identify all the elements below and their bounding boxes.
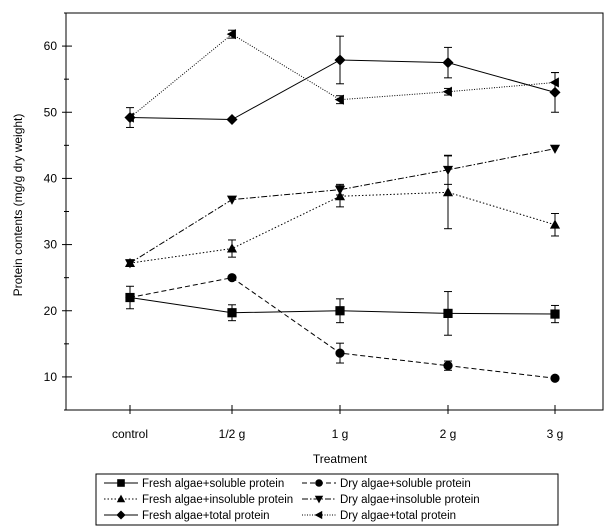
data-point bbox=[226, 195, 238, 205]
x-tick-label: 1/2 g bbox=[219, 427, 246, 441]
data-point bbox=[227, 273, 237, 283]
data-point bbox=[334, 185, 346, 195]
legend-label: Fresh algae+insoluble protein bbox=[142, 494, 293, 506]
legend-swatch-marker bbox=[116, 494, 126, 503]
x-tick-label: 2 g bbox=[440, 427, 457, 441]
data-point bbox=[550, 373, 560, 383]
y-axis-label: Protein contents (mg/g dry weight) bbox=[11, 114, 25, 297]
data-point bbox=[226, 243, 238, 253]
series-line bbox=[129, 33, 556, 118]
series-line bbox=[129, 148, 556, 264]
data-point bbox=[124, 259, 136, 269]
y-tick-label: 60 bbox=[44, 39, 58, 53]
legend-label: Fresh algae+soluble protein bbox=[142, 478, 284, 490]
data-point bbox=[549, 219, 561, 229]
x-axis-label: Treatment bbox=[313, 452, 368, 466]
data-point bbox=[226, 29, 236, 40]
data-point bbox=[549, 77, 559, 88]
x-tick-label: control bbox=[112, 427, 148, 441]
data-point bbox=[334, 54, 346, 66]
legend-label: Dry algae+total protein bbox=[340, 510, 456, 522]
data-point bbox=[443, 361, 453, 371]
y-tick-label: 30 bbox=[44, 238, 58, 252]
data-point bbox=[226, 114, 238, 126]
data-point bbox=[335, 306, 345, 316]
legend-label: Dry algae+soluble protein bbox=[340, 478, 471, 490]
series-line bbox=[129, 59, 556, 121]
data-point bbox=[442, 86, 452, 97]
data-point bbox=[550, 309, 560, 319]
data-point bbox=[334, 94, 344, 105]
data-point bbox=[125, 292, 135, 303]
y-tick-label: 40 bbox=[44, 171, 58, 185]
data-point bbox=[442, 165, 454, 176]
data-markers bbox=[124, 29, 561, 383]
data-point bbox=[443, 308, 453, 318]
error-bars bbox=[126, 29, 559, 371]
legend-swatch-marker bbox=[314, 495, 324, 504]
legend-swatch-marker bbox=[116, 510, 126, 520]
data-point bbox=[549, 86, 561, 98]
data-point bbox=[442, 57, 454, 69]
legend-swatch-marker bbox=[314, 510, 323, 520]
legend-swatch-marker bbox=[117, 479, 125, 487]
axes: 10 20 30 40 50 60 control 1/2 g 1 g 2 g 3 g bbox=[44, 12, 604, 441]
data-point bbox=[335, 348, 345, 358]
plot-frame bbox=[65, 12, 604, 411]
x-tick-label: 3 g bbox=[547, 427, 564, 441]
data-point bbox=[227, 308, 237, 318]
y-tick-label: 20 bbox=[44, 304, 58, 318]
legend-swatch-marker bbox=[315, 479, 323, 487]
y-tick-label: 10 bbox=[44, 370, 58, 384]
data-point bbox=[124, 112, 134, 123]
legend: Fresh algae+soluble protein Dry algae+sol… bbox=[95, 473, 559, 526]
series-line bbox=[129, 191, 556, 264]
data-point bbox=[334, 190, 346, 201]
data-point bbox=[442, 187, 454, 197]
data-point bbox=[549, 144, 561, 154]
y-tick-label: 50 bbox=[44, 105, 58, 119]
series-lines bbox=[129, 33, 556, 379]
x-tick-label: 1 g bbox=[332, 427, 349, 441]
legend-label: Dry algae+insoluble protein bbox=[340, 494, 480, 506]
legend-label: Fresh algae+total protein bbox=[142, 510, 270, 522]
